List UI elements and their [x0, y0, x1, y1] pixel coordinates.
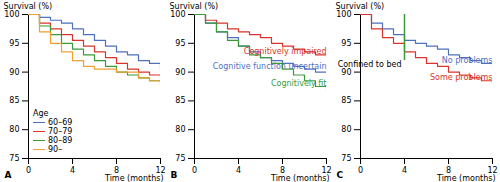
svg-text:4: 4: [402, 166, 407, 175]
svg-text:Survival (%): Survival (%): [336, 2, 385, 11]
svg-text:90: 90: [9, 68, 19, 77]
svg-text:75: 75: [175, 154, 185, 163]
svg-text:100: 100: [170, 10, 185, 19]
svg-text:90: 90: [341, 67, 352, 77]
html-text:60–69: 60–69: [48, 118, 73, 127]
svg-text:95: 95: [341, 39, 351, 48]
svg-text:8: 8: [114, 166, 119, 176]
svg-text:85: 85: [175, 96, 185, 105]
html-text:80–89: 80–89: [48, 136, 73, 145]
svg-text:95: 95: [9, 39, 19, 48]
svg-text:C: C: [337, 170, 344, 180]
svg-text:12: 12: [321, 166, 332, 176]
svg-text:80: 80: [9, 125, 19, 134]
svg-text:Survival (%): Survival (%): [4, 2, 53, 11]
html-text:70–79: 70–79: [48, 127, 73, 136]
svg-text:80: 80: [341, 125, 351, 134]
svg-text:75: 75: [341, 154, 351, 163]
svg-text:85: 85: [341, 96, 351, 105]
svg-text:Cognitive function uncertain: Cognitive function uncertain: [213, 62, 327, 71]
svg-text:Time (months): Time (months): [270, 174, 330, 182]
svg-text:80: 80: [175, 125, 185, 134]
svg-text:4: 4: [236, 166, 241, 175]
svg-text:8: 8: [280, 166, 285, 176]
svg-text:95: 95: [175, 39, 185, 48]
svg-text:Cognitively impaired: Cognitively impaired: [244, 47, 327, 56]
svg-text:75: 75: [9, 154, 19, 163]
html-text:90–: 90–: [48, 145, 63, 154]
svg-text:A: A: [5, 170, 12, 180]
svg-text:B: B: [171, 170, 178, 180]
svg-text:100: 100: [4, 10, 19, 19]
svg-text:90: 90: [175, 68, 185, 77]
svg-text:0: 0: [192, 166, 197, 175]
svg-text:No problems: No problems: [442, 56, 493, 65]
svg-text:Cognitively fit: Cognitively fit: [271, 79, 327, 88]
svg-text:8: 8: [446, 166, 451, 176]
svg-text:Time (months): Time (months): [104, 174, 164, 182]
svg-text:12: 12: [487, 166, 498, 176]
svg-text:Some problems: Some problems: [430, 73, 493, 82]
svg-text:12: 12: [155, 166, 166, 176]
svg-text:100: 100: [336, 10, 351, 19]
svg-text:4: 4: [70, 166, 75, 175]
html-text:Age: Age: [33, 109, 49, 118]
svg-text:Time (months): Time (months): [436, 174, 496, 182]
svg-text:0: 0: [358, 166, 363, 175]
svg-text:0: 0: [26, 166, 31, 175]
svg-text:85: 85: [9, 96, 19, 105]
svg-text:Survival (%): Survival (%): [170, 2, 219, 11]
svg-text:Confined to bed: Confined to bed: [338, 60, 402, 69]
